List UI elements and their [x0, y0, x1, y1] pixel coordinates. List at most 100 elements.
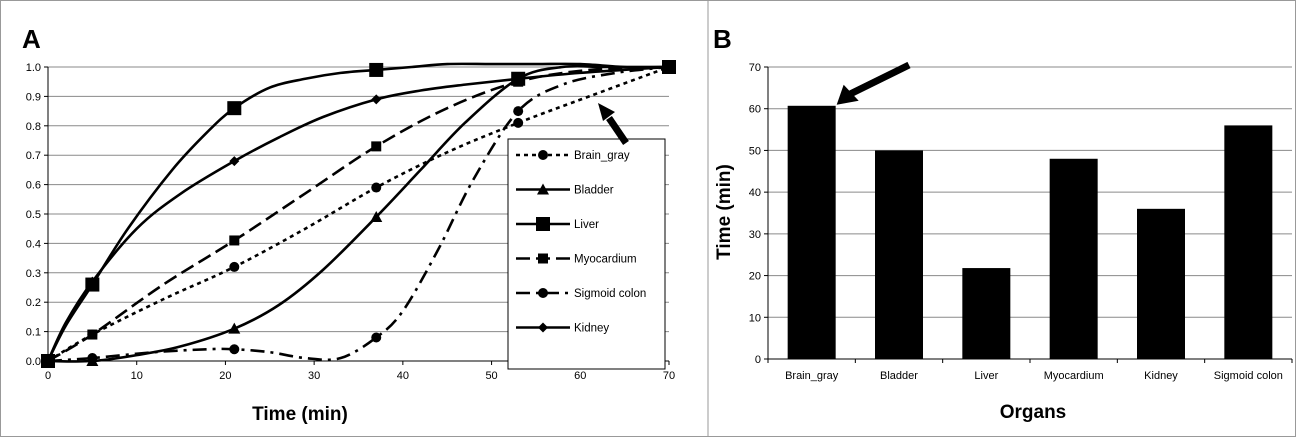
legend-marker-bladder: [537, 183, 549, 195]
legend-box: [507, 138, 666, 370]
panel-b-y-tick-label: 60: [749, 104, 761, 116]
data-point-brain-gray: [371, 182, 382, 193]
panel-b-y-tick-label: 70: [749, 62, 761, 74]
data-point-sigmoid-colon: [371, 332, 382, 343]
panel-a-y-tick-label: 0.1: [26, 327, 41, 339]
data-point-liver: [227, 101, 242, 116]
panel-a-x-tick-label: 20: [219, 370, 231, 382]
data-point-sigmoid-colon: [87, 353, 98, 364]
data-point-kidney: [43, 356, 53, 366]
bar-myocardium: [1049, 158, 1098, 359]
category-label-myocardium: Myocardium: [1044, 370, 1104, 382]
data-point-kidney: [229, 156, 240, 167]
panel-a-x-tick-label: 10: [131, 370, 143, 382]
legend-label-sigmoid-colon: Sigmoid colon: [574, 288, 646, 300]
panel-a-letter: A: [22, 24, 41, 54]
panel-a-x-tick-label: 60: [574, 370, 586, 382]
panel-a-x-axis-title: Time (min): [252, 404, 348, 425]
panel-a-y-tick-label: 0.0: [26, 356, 41, 368]
legend-marker-brain-gray: [538, 150, 548, 160]
data-point-myocardium: [371, 141, 382, 152]
data-point-kidney: [664, 62, 674, 72]
panel-a-x-tick-label: 50: [485, 370, 497, 382]
panel-a-y-tick-label: 0.3: [26, 268, 41, 280]
legend-label-liver: Liver: [574, 219, 599, 231]
panel-a-y-tick-label: 0.9: [26, 91, 41, 103]
panel-a-x-tick-label: 70: [663, 370, 675, 382]
panel-a-y-tick-label: 0.4: [26, 238, 41, 250]
data-point-brain-gray: [513, 117, 524, 128]
panel-a-y-tick-label: 0.6: [26, 180, 41, 192]
panel-b-y-axis-title: Time (min): [714, 164, 735, 260]
legend-marker-kidney: [538, 322, 548, 333]
panel-b-y-tick-label: 0: [755, 354, 761, 366]
legend-label-brain-gray: Brain_gray: [574, 150, 630, 162]
panel-b-y-tick-label: 40: [749, 187, 761, 199]
legend-item-myocardium: Myocardium: [516, 253, 637, 266]
bar-kidney: [1137, 208, 1185, 359]
panel-b-y-tick-label: 20: [749, 271, 761, 283]
legend-label-myocardium: Myocardium: [574, 254, 637, 266]
legend-item-liver: Liver: [516, 217, 599, 231]
panel-b-axes: [764, 66, 1293, 363]
data-point-brain-gray: [229, 261, 240, 272]
data-point-kidney: [371, 94, 382, 105]
category-label-liver: Liver: [974, 370, 998, 382]
panel-b-x-axis-title: Organs: [1000, 402, 1067, 423]
panel-b: B 0 10 20 30 40 50 60 70 Brain_gray Bladder Liver…: [713, 24, 1293, 423]
panel-a: A 0.0 0.1 0.2 0.3 0.4 0.5 0.6 0.7 0.8 0.9 1.0 0 10 2…: [22, 24, 676, 425]
data-point-myocardium: [87, 329, 98, 340]
legend-label-kidney: Kidney: [574, 323, 609, 335]
panel-a-legend: Brain_gray Bladder Liver Myocardium Sigmoid …: [507, 138, 666, 370]
panel-b-category-labels: Brain_gray Bladder Liver Myocardium Kidney Si…: [785, 370, 1283, 382]
data-point-myocardium: [229, 235, 240, 246]
legend-item-brain-gray: Brain_gray: [516, 150, 630, 162]
series-line-liver: [46, 62, 670, 362]
panel-a-y-tick-label: 0.7: [26, 150, 41, 162]
arrow-a-shaft: [606, 116, 629, 145]
arrow-a-head: [598, 103, 615, 121]
category-label-bladder: Bladder: [880, 370, 918, 382]
panel-b-bars: [787, 105, 1273, 360]
bar-liver: [962, 268, 1011, 359]
data-point-liver: [369, 62, 384, 77]
panel-a-y-tick-label: 1.0: [26, 62, 41, 74]
panel-b-letter: B: [713, 24, 732, 54]
panel-b-y-tick-label: 50: [749, 145, 761, 157]
category-label-brain-gray: Brain_gray: [785, 370, 839, 382]
series-kidney: [43, 62, 674, 366]
panel-a-x-tick-label: 0: [45, 370, 51, 382]
legend-label-bladder: Bladder: [574, 185, 614, 197]
panel-a-y-tick-label: 0.2: [26, 297, 41, 309]
legend-marker-myocardium: [538, 253, 548, 264]
legend-marker-liver: [536, 217, 550, 231]
category-label-sigmoid-colon: Sigmoid colon: [1214, 370, 1283, 382]
series-line-sigmoid-colon: [47, 65, 670, 363]
panel-a-x-tick-labels: 0 10 20 30 40 50 60 70: [45, 370, 675, 382]
data-point-kidney: [87, 276, 98, 287]
data-point-bladder: [228, 322, 241, 334]
panel-a-x-tick-label: 30: [308, 370, 320, 382]
data-point-sigmoid-colon: [513, 106, 524, 117]
legend-item-bladder: Bladder: [516, 183, 614, 197]
bar-brain-gray: [787, 105, 836, 360]
panel-a-y-tick-label: 0.5: [26, 209, 41, 221]
arrow-b-shaft: [849, 61, 911, 97]
panel-b-y-tick-label: 30: [749, 229, 761, 241]
panel-a-arrow: [598, 103, 629, 145]
category-label-kidney: Kidney: [1144, 370, 1178, 382]
panel-a-x-tick-label: 40: [397, 370, 409, 382]
data-point-bladder: [370, 210, 383, 222]
panel-a-series: [41, 60, 676, 368]
bar-bladder: [875, 150, 923, 359]
panel-b-y-tick-labels: 0 10 20 30 40 50 60 70: [749, 62, 761, 366]
legend-marker-sigmoid-colon: [538, 288, 548, 298]
legend-item-sigmoid-colon: Sigmoid colon: [516, 288, 646, 300]
panel-b-gridlines: [768, 66, 1292, 318]
panel-b-arrow: [836, 61, 911, 105]
series-line-brain-gray: [47, 65, 670, 363]
arrow-b-head: [836, 84, 859, 105]
bar-sigmoid-colon: [1224, 125, 1273, 360]
